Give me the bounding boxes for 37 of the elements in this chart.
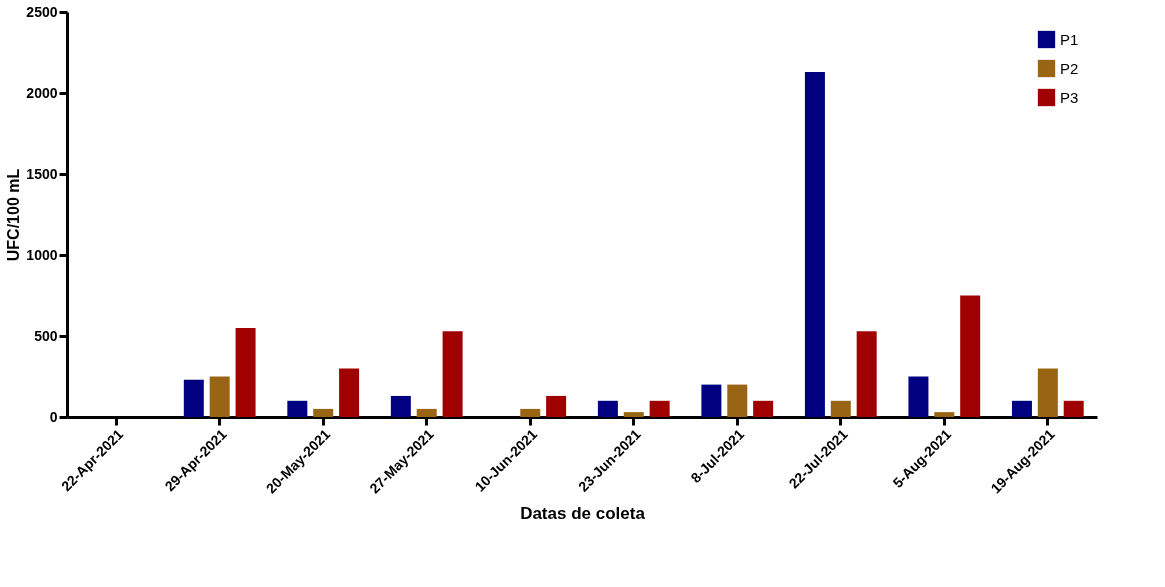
bar — [416, 408, 437, 417]
bar — [753, 400, 774, 417]
y-tick-label: 2500 — [26, 3, 58, 20]
bar — [830, 400, 851, 417]
bar — [960, 295, 981, 417]
bar — [183, 379, 204, 417]
legend-label: P2 — [1060, 59, 1079, 77]
x-axis-title: Datas de coleta — [520, 504, 646, 524]
bar — [1037, 368, 1058, 417]
bar — [442, 331, 463, 417]
bar — [1063, 400, 1084, 417]
y-axis-title: UFC/100 mL — [5, 168, 23, 262]
bar — [390, 395, 411, 417]
bar — [934, 412, 955, 417]
y-tick-label: 500 — [34, 327, 58, 344]
y-tick-label: 2000 — [26, 84, 58, 101]
bar — [623, 412, 644, 417]
bar — [804, 71, 825, 417]
bar — [908, 376, 929, 417]
bar — [701, 384, 722, 417]
legend-label: P1 — [1060, 30, 1079, 48]
bar — [597, 400, 618, 417]
bar — [235, 327, 256, 417]
bar — [856, 331, 877, 417]
bar — [1011, 400, 1032, 417]
y-tick-label: 1500 — [26, 165, 58, 182]
y-tick-label: 0 — [49, 408, 58, 425]
bar — [209, 376, 230, 417]
bar — [649, 400, 670, 417]
bar — [287, 400, 308, 417]
legend-label: P3 — [1060, 88, 1079, 106]
bar — [520, 408, 541, 417]
bar — [339, 368, 360, 417]
bar — [313, 408, 334, 417]
bar — [546, 395, 567, 417]
bar — [727, 384, 748, 417]
y-tick-label: 1000 — [26, 246, 58, 263]
